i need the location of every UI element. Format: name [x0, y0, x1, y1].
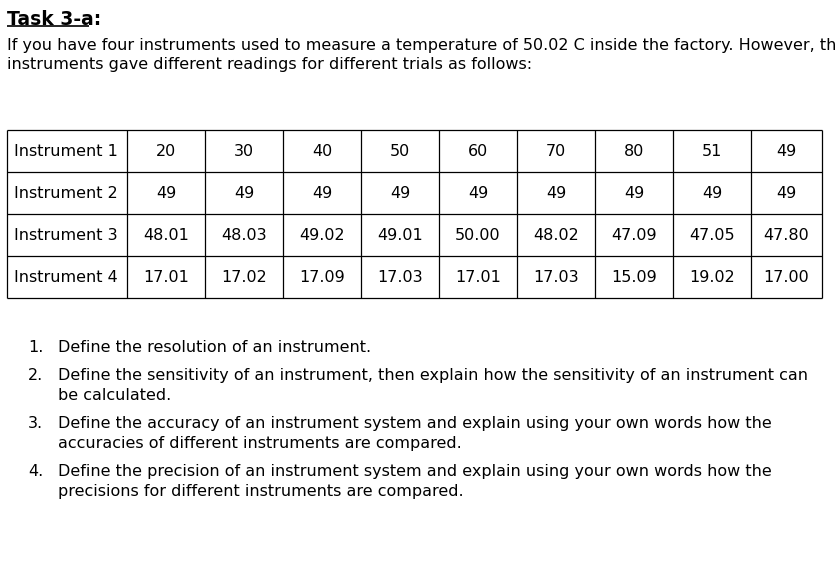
Text: 49: 49 — [546, 185, 566, 200]
Text: 49: 49 — [702, 185, 722, 200]
Text: Instrument 3: Instrument 3 — [14, 228, 118, 242]
Text: Instrument 4: Instrument 4 — [14, 270, 118, 285]
Text: 3.: 3. — [28, 416, 43, 431]
Text: 17.01: 17.01 — [455, 270, 501, 285]
Text: 48.01: 48.01 — [143, 228, 189, 242]
Text: 4.: 4. — [28, 464, 43, 479]
Text: 17.02: 17.02 — [222, 270, 267, 285]
Text: 49: 49 — [312, 185, 332, 200]
Text: 49: 49 — [624, 185, 644, 200]
Text: 15.09: 15.09 — [611, 270, 657, 285]
Text: 49.02: 49.02 — [299, 228, 344, 242]
Text: 49.01: 49.01 — [377, 228, 423, 242]
Text: Instrument 1: Instrument 1 — [14, 144, 118, 159]
Text: 17.00: 17.00 — [763, 270, 809, 285]
Text: 70: 70 — [546, 144, 566, 159]
Text: precisions for different instruments are compared.: precisions for different instruments are… — [58, 484, 464, 499]
Text: 17.09: 17.09 — [299, 270, 345, 285]
Text: Define the resolution of an instrument.: Define the resolution of an instrument. — [58, 340, 371, 355]
Text: 51: 51 — [701, 144, 722, 159]
Text: 2.: 2. — [28, 368, 43, 383]
Text: Define the precision of an instrument system and explain using your own words ho: Define the precision of an instrument sy… — [58, 464, 772, 479]
Text: Define the accuracy of an instrument system and explain using your own words how: Define the accuracy of an instrument sys… — [58, 416, 772, 431]
Text: 17.03: 17.03 — [377, 270, 423, 285]
Text: 49: 49 — [390, 185, 410, 200]
Text: 60: 60 — [468, 144, 488, 159]
Text: 48.03: 48.03 — [222, 228, 267, 242]
Text: 49: 49 — [155, 185, 176, 200]
Text: 1.: 1. — [28, 340, 43, 355]
Text: 50.00: 50.00 — [455, 228, 501, 242]
Text: 49: 49 — [777, 144, 797, 159]
Text: 47.09: 47.09 — [611, 228, 657, 242]
Text: Task 3-a:: Task 3-a: — [7, 10, 101, 29]
Text: 40: 40 — [312, 144, 332, 159]
Text: Instrument 2: Instrument 2 — [14, 185, 118, 200]
Text: accuracies of different instruments are compared.: accuracies of different instruments are … — [58, 436, 461, 451]
Text: Define the sensitivity of an instrument, then explain how the sensitivity of an : Define the sensitivity of an instrument,… — [58, 368, 808, 383]
Text: 47.80: 47.80 — [763, 228, 809, 242]
Text: 30: 30 — [234, 144, 254, 159]
Text: 50: 50 — [390, 144, 410, 159]
Text: 80: 80 — [624, 144, 645, 159]
Text: be calculated.: be calculated. — [58, 388, 171, 403]
Text: 17.03: 17.03 — [533, 270, 579, 285]
Text: 17.01: 17.01 — [143, 270, 189, 285]
Text: 47.05: 47.05 — [689, 228, 735, 242]
Text: 49: 49 — [777, 185, 797, 200]
Text: 49: 49 — [234, 185, 254, 200]
Text: 49: 49 — [468, 185, 488, 200]
Text: 48.02: 48.02 — [533, 228, 579, 242]
Text: If you have four instruments used to measure a temperature of 50.02 C inside the: If you have four instruments used to mea… — [7, 38, 836, 53]
Text: instruments gave different readings for different trials as follows:: instruments gave different readings for … — [7, 57, 533, 72]
Text: 20: 20 — [155, 144, 176, 159]
Text: 19.02: 19.02 — [689, 270, 735, 285]
